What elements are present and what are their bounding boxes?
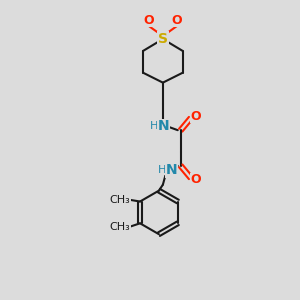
- Text: O: O: [171, 14, 182, 27]
- Text: CH₃: CH₃: [110, 194, 130, 205]
- Text: N: N: [166, 163, 178, 177]
- Text: O: O: [144, 14, 154, 27]
- Text: N: N: [158, 119, 170, 133]
- Text: O: O: [190, 110, 201, 123]
- Text: H: H: [150, 121, 158, 131]
- Text: O: O: [190, 173, 201, 186]
- Text: H: H: [158, 165, 166, 175]
- Text: S: S: [158, 32, 168, 46]
- Text: CH₃: CH₃: [110, 222, 130, 232]
